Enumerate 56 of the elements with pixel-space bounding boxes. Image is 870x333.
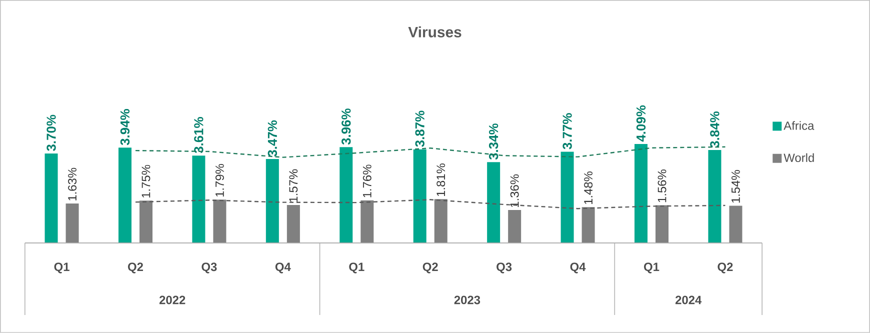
bar <box>560 152 574 244</box>
x-tick-label: Q1 <box>349 262 364 274</box>
bar <box>266 159 279 244</box>
data-label: 4.09% <box>636 105 646 142</box>
bar <box>213 200 226 244</box>
bar <box>582 207 595 244</box>
bar <box>66 204 79 244</box>
x-tick-label: Q3 <box>202 262 217 274</box>
data-label: 1.79% <box>215 164 224 197</box>
text: 2024 <box>675 296 702 304</box>
data-label: 3.94% <box>120 109 130 146</box>
text: 2023 <box>454 296 480 304</box>
data-label: 3.61% <box>194 117 204 154</box>
data-label: 1.48% <box>584 172 593 204</box>
data-label: 3.70% <box>46 114 56 152</box>
data-label: 1.76% <box>362 164 372 198</box>
bar <box>413 149 426 244</box>
data-label: 1.54% <box>732 170 740 203</box>
bar <box>634 144 648 244</box>
data-label: 3.96% <box>342 108 351 145</box>
bar <box>708 150 722 244</box>
data-label: 1.57% <box>289 169 298 202</box>
bar <box>118 148 132 244</box>
bar <box>286 205 300 244</box>
x-tick-label: Q1 <box>644 262 660 274</box>
bar <box>139 200 152 244</box>
data-label: 1.63% <box>68 168 77 200</box>
data-label: 3.77% <box>562 113 572 150</box>
bar <box>487 162 500 244</box>
bar <box>44 154 58 244</box>
data-label: 1.56% <box>658 170 666 202</box>
bar <box>434 199 448 244</box>
data-label: 3.84% <box>710 112 720 148</box>
bar <box>360 200 374 244</box>
data-label: 1.75% <box>142 165 150 198</box>
x-tick-label: Q4 <box>275 262 291 274</box>
x-tick-label: Q4 <box>570 262 586 274</box>
bar <box>192 156 206 244</box>
bar <box>656 205 669 244</box>
text: 2022 <box>159 296 186 304</box>
x-tick-label: Q2 <box>128 262 143 274</box>
x-tick-label: Q1 <box>54 262 70 274</box>
data-label: 3.47% <box>268 120 278 157</box>
legend-label: World <box>784 153 814 162</box>
legend-label: Africa <box>784 121 814 130</box>
bar <box>508 210 522 244</box>
x-tick-label: Q2 <box>422 262 438 274</box>
data-label: 3.87% <box>415 110 424 147</box>
bar <box>340 147 353 244</box>
data-label: 1.81% <box>436 164 446 196</box>
x-tick-label: Q3 <box>496 262 512 274</box>
chart-title: Viruses <box>408 26 462 38</box>
data-label: 1.36% <box>510 174 519 208</box>
x-tick-label: Q2 <box>718 262 733 274</box>
bar <box>729 206 742 244</box>
data-label: 3.34% <box>488 124 498 160</box>
